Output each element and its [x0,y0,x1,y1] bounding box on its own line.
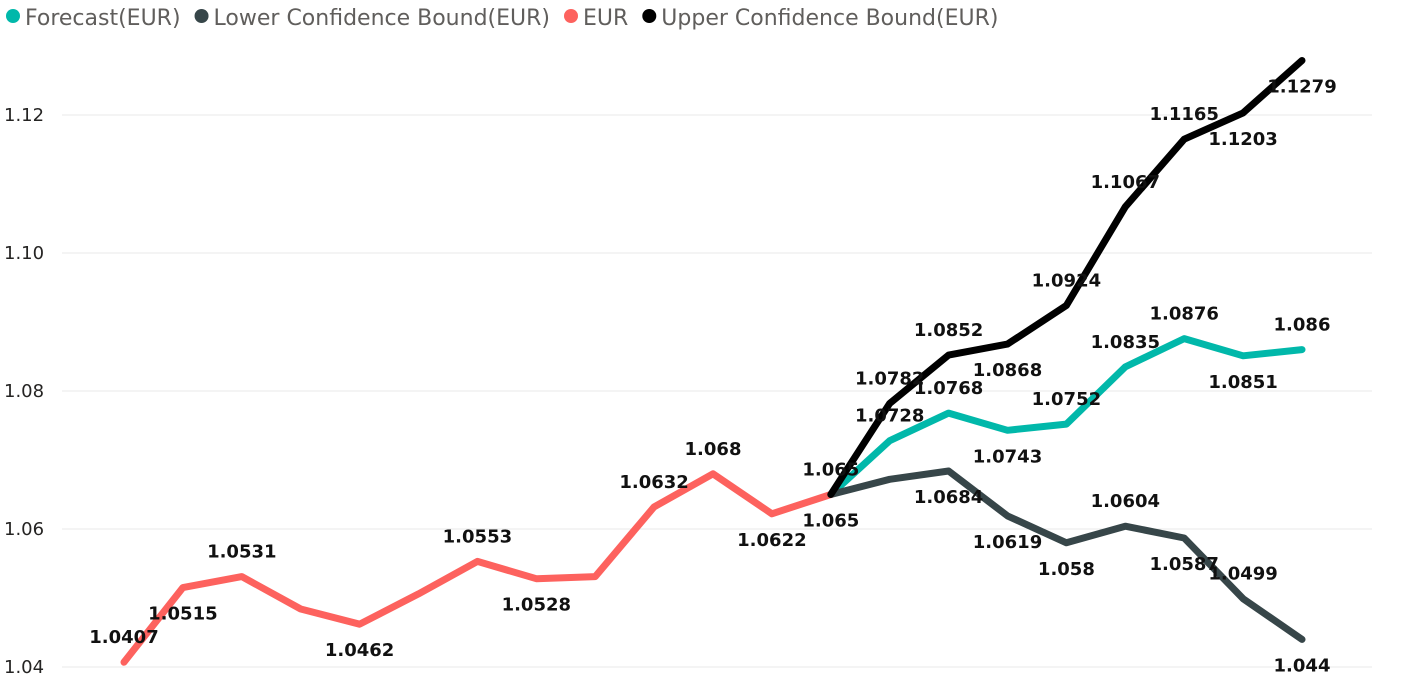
data-label: 1.0768 [914,378,983,399]
data-label: 1.0743 [973,446,1042,467]
data-label: 1.0531 [207,542,276,563]
data-label: 1.065 [802,460,859,481]
data-label: 1.068 [685,439,742,460]
data-label: 1.1279 [1267,76,1336,97]
data-label: 1.0752 [1032,389,1101,410]
y-tick-label: 1.06 [4,519,44,540]
legend-entry: Forecast(EUR) [25,6,181,31]
data-label: 1.0528 [502,595,571,616]
data-label: 1.0407 [89,627,158,648]
data-labels: 1.065 1.0728 1.0768 1.0743 1.0752 1.0835 1.087… [89,76,1336,676]
data-label: 1.086 [1274,315,1331,336]
legend-marker [642,9,657,23]
legend-entry: Lower Confidence Bound(EUR) [214,6,550,31]
data-label: 1.0619 [973,532,1042,553]
data-label: 1.0622 [737,530,806,551]
data-label: 1.0499 [1208,564,1277,585]
legend-entry: EUR [583,6,628,31]
data-label: 1.0835 [1091,332,1160,353]
data-label: 1.0587 [1149,554,1218,575]
data-label: 1.0728 [855,406,924,427]
y-tick-label: 1.04 [4,657,44,677]
y-tick-label: 1.12 [4,105,44,126]
data-label: 1.0782 [855,368,924,389]
y-tick-label: 1.08 [4,381,44,402]
legend-marker [6,9,20,23]
data-label: 1.1203 [1208,129,1277,150]
data-label: 1.044 [1274,655,1331,676]
legend-marker [564,9,578,23]
data-label: 1.1067 [1091,172,1160,193]
data-label: 1.0851 [1208,372,1277,393]
legend: Forecast(EUR) Lower Confidence Bound(EUR)… [6,6,998,31]
y-tick-label: 1.10 [4,243,44,264]
data-label: 1.0632 [619,472,688,493]
legend-marker [194,9,209,23]
data-label: 1.0868 [973,360,1042,381]
data-label: 1.0553 [443,526,512,547]
data-label: 1.0604 [1091,491,1160,512]
data-label: 1.0852 [914,320,983,341]
series-lines [120,57,1306,666]
data-label: 1.0515 [148,604,217,625]
series-line-eur [120,470,835,666]
data-label: 1.0924 [1032,270,1101,291]
data-label: 1.0684 [914,487,983,508]
data-label: 1.0876 [1149,304,1218,325]
series-line-lower-confidence-bound-eur [827,467,1306,643]
data-label: 1.058 [1038,559,1095,580]
series-line-forecast-eur [827,335,1306,498]
y-axis: 1.04 1.06 1.08 1.10 1.12 [4,105,44,677]
legend-entry: Upper Confidence Bound(EUR) [661,6,998,31]
series-line-upper-confidence-bound-eur [827,57,1306,498]
data-label: 1.1165 [1149,104,1218,125]
data-label: 1.065 [802,511,859,532]
data-label: 1.0462 [325,640,394,661]
